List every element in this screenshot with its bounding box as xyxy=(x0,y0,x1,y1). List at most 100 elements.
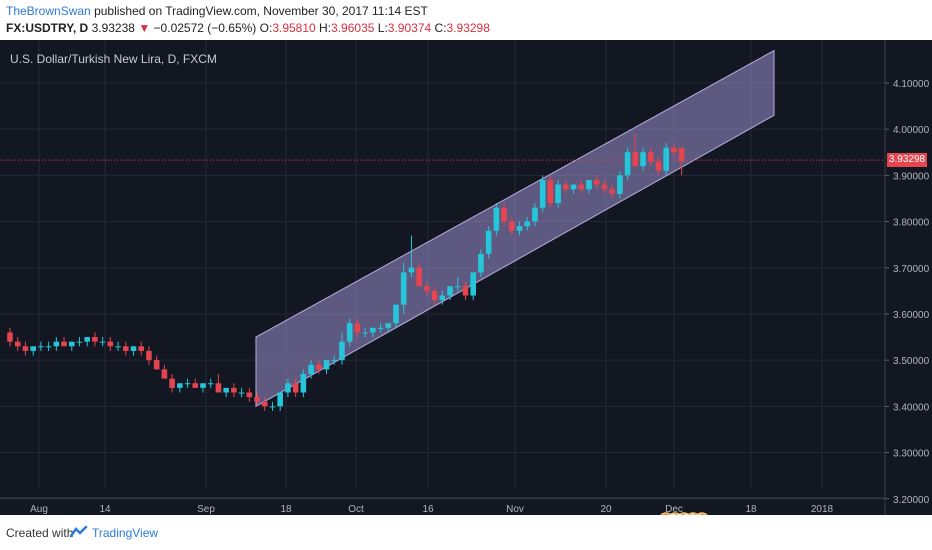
y-tick-label: 3.70000 xyxy=(893,264,930,275)
candle-body xyxy=(161,369,168,379)
candle-body xyxy=(138,346,145,351)
trend-channel xyxy=(255,49,775,408)
candle-body xyxy=(292,383,299,393)
candle-body xyxy=(485,230,492,254)
footer: Created with TradingView xyxy=(0,515,932,550)
last-price: 3.93238 xyxy=(91,21,135,35)
candle-body xyxy=(177,383,183,388)
y-tick-label: 3.80000 xyxy=(893,218,930,229)
candle-body xyxy=(678,147,685,162)
candle-body xyxy=(99,341,106,343)
candle-body xyxy=(115,346,121,348)
candle-body xyxy=(632,152,639,167)
low-value: 3.90374 xyxy=(387,21,432,35)
candle-body xyxy=(68,341,75,347)
chart-title: U.S. Dollar/Turkish New Lira, D, FXCM xyxy=(10,52,217,66)
y-tick-label: 3.60000 xyxy=(893,310,930,321)
candle-body xyxy=(346,323,353,342)
candle-body xyxy=(7,332,13,342)
chart-canvas[interactable]: 3.20000 3.30000 3.40000 3.50000 3.60000 3.700… xyxy=(0,40,932,515)
x-tick-label: Dec xyxy=(665,504,683,515)
author-link[interactable]: TheBrownSwan xyxy=(6,4,91,18)
publish-line: TheBrownSwan published on TradingView.co… xyxy=(6,4,428,18)
candle-body xyxy=(53,341,60,347)
candle-body xyxy=(655,161,662,171)
candle-body xyxy=(354,323,361,333)
candle-body xyxy=(400,272,407,305)
candle-body xyxy=(478,253,484,273)
x-tick-label: 18 xyxy=(280,504,292,515)
close-label: C: xyxy=(434,21,447,35)
high-value: 3.96035 xyxy=(331,21,375,35)
high-label: H: xyxy=(319,21,332,35)
candle-body xyxy=(609,189,615,194)
candle-body xyxy=(547,179,554,204)
candle-body xyxy=(339,341,345,361)
candle-body xyxy=(424,286,430,291)
candle-body xyxy=(30,346,36,351)
candle-body xyxy=(431,290,438,301)
candle-body xyxy=(323,360,330,370)
chart-header: TheBrownSwan published on TradingView.co… xyxy=(0,0,932,40)
y-tick-label: 3.90000 xyxy=(893,171,930,182)
candle-body xyxy=(184,383,191,385)
candle-body xyxy=(61,341,67,347)
candle-body xyxy=(539,179,546,208)
close-value: 3.93298 xyxy=(446,21,490,35)
candle-body xyxy=(130,346,137,351)
candle-body xyxy=(246,392,253,398)
candle-body xyxy=(285,383,291,393)
candle-body xyxy=(215,383,222,393)
candle-body xyxy=(192,383,199,388)
last-price-tag: 3.93298 xyxy=(887,153,927,168)
candle-body xyxy=(563,184,569,190)
candle-body xyxy=(45,346,52,348)
candle-body xyxy=(601,184,608,190)
open-label: O: xyxy=(259,21,273,35)
price-change: −0.02572 (−0.65%) xyxy=(153,21,257,35)
y-tick-label: 4.00000 xyxy=(893,125,930,136)
x-tick-label: 16 xyxy=(422,504,434,515)
candle-body xyxy=(277,392,283,407)
candle-body xyxy=(624,152,631,176)
candle-body xyxy=(570,184,577,190)
candle-body xyxy=(254,397,260,402)
candle-body xyxy=(123,346,129,351)
candle-body xyxy=(76,341,83,343)
candle-body xyxy=(223,387,229,393)
candle-body xyxy=(377,327,384,329)
candle-body xyxy=(207,383,214,385)
open-value: 3.95810 xyxy=(272,21,316,35)
candle-body xyxy=(238,392,245,394)
candle-body xyxy=(84,337,90,342)
candle-body xyxy=(261,401,268,407)
candle-body xyxy=(38,346,44,348)
candle-body xyxy=(640,152,646,167)
candle-body xyxy=(200,383,206,388)
candle-body xyxy=(617,175,623,194)
x-tick-label: Aug xyxy=(30,504,48,515)
candle-body xyxy=(408,267,415,273)
candle-body xyxy=(362,332,368,334)
created-with-text: Created with xyxy=(6,526,74,540)
x-tick-label: Sep xyxy=(197,504,215,515)
tradingview-brand-link[interactable]: TradingView xyxy=(92,526,159,540)
candle-body xyxy=(385,323,392,328)
candle-body xyxy=(470,272,476,296)
candle-body xyxy=(647,152,654,162)
y-tick-label: 3.40000 xyxy=(893,402,930,413)
chart-area[interactable]: 3.20000 3.30000 3.40000 3.50000 3.60000 3.700… xyxy=(0,40,932,528)
candle-body xyxy=(493,207,500,231)
down-arrow-icon: ▼ xyxy=(138,21,151,35)
candle-body xyxy=(316,364,322,370)
symbol-label: FX:USDTRY, D xyxy=(6,21,89,35)
x-tick-label: Oct xyxy=(348,504,364,515)
x-tick-label: Nov xyxy=(506,504,524,515)
candle-body xyxy=(532,207,538,222)
candle-body xyxy=(454,286,461,288)
candle-body xyxy=(331,360,338,362)
candle-body xyxy=(153,360,160,370)
candle-body xyxy=(509,221,515,231)
candle-body xyxy=(308,364,314,375)
candle-body xyxy=(22,346,29,351)
